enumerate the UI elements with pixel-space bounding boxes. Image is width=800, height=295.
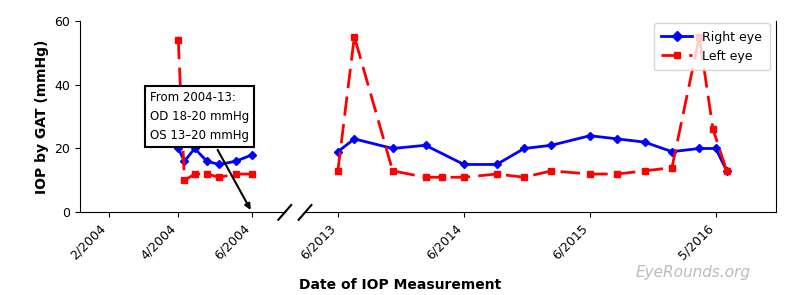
Y-axis label: IOP by GAT (mmHg): IOP by GAT (mmHg) <box>35 39 49 194</box>
Legend: Right eye, Left eye: Right eye, Left eye <box>654 23 770 70</box>
Text: Date of IOP Measurement: Date of IOP Measurement <box>299 278 501 292</box>
Text: From 2004-13:
OD 18-20 mmHg
OS 13–20 mmHg: From 2004-13: OD 18-20 mmHg OS 13–20 mmH… <box>150 91 250 208</box>
Text: EyeRounds.org: EyeRounds.org <box>636 265 751 280</box>
